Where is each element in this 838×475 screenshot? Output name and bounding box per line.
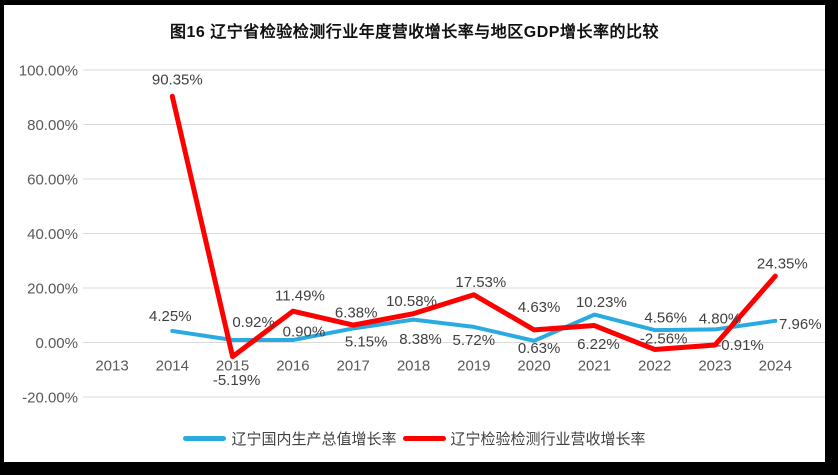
series-line-gdp xyxy=(170,312,778,343)
data-point-label: 5.72% xyxy=(453,332,496,349)
x-axis-category-label: 2024 xyxy=(759,357,792,374)
data-point-label: 24.35% xyxy=(757,255,808,272)
gdp-series-swatch-icon xyxy=(183,435,227,441)
x-axis-category-label: 2020 xyxy=(517,357,550,374)
revenue-series-swatch-icon xyxy=(402,435,446,441)
series-line-revenue xyxy=(169,93,778,360)
x-axis-category-label: 2018 xyxy=(397,357,430,374)
data-point-label: 4.63% xyxy=(518,299,561,316)
x-axis-category-label: 2013 xyxy=(95,357,128,374)
x-axis-category-label: 2023 xyxy=(698,357,731,374)
data-point-label: 6.22% xyxy=(577,336,620,353)
y-axis-tick-label: 60.00% xyxy=(27,171,78,188)
data-point-label: 17.53% xyxy=(455,274,506,291)
data-point-label: 7.96% xyxy=(779,316,822,333)
data-point-label: 11.49% xyxy=(275,287,325,304)
chart-legend: 辽宁国内生产总值增长率 辽宁检验检测行业营收增长率 xyxy=(4,428,825,449)
legend-label-gdp: 辽宁国内生产总值增长率 xyxy=(231,430,397,448)
y-axis-tick-label: 0.00% xyxy=(35,335,78,352)
x-axis-category-label: 2015 xyxy=(216,357,249,374)
data-point-label: -0.91% xyxy=(716,337,764,354)
data-point-label: 0.92% xyxy=(232,314,275,331)
x-axis-category-label: 2017 xyxy=(337,357,370,374)
y-axis-tick-label: 80.00% xyxy=(27,117,78,134)
data-point-label: 4.80% xyxy=(699,311,742,328)
line-chart: 100.00% 80.00% 60.00% 40.00% 20.00% 0.00% -20.… xyxy=(19,62,825,406)
data-point-label: 0.63% xyxy=(518,340,561,357)
x-axis-category-label: 2022 xyxy=(638,357,671,374)
y-axis-tick-label: 20.00% xyxy=(27,280,78,297)
y-axis-tick-label: 40.00% xyxy=(27,226,78,243)
data-point-label: 10.23% xyxy=(576,294,627,311)
legend-label-revenue: 辽宁检验检测行业营收增长率 xyxy=(450,430,646,448)
y-axis-tick-label: -20.00% xyxy=(22,389,78,406)
data-point-label: -2.56% xyxy=(640,331,688,348)
data-point-label: 4.56% xyxy=(644,309,687,326)
data-point-label: 8.38% xyxy=(399,331,442,348)
x-axis-category-label: 2019 xyxy=(457,357,490,374)
chart-title: 图16 辽宁省检验检测行业年度营收增长率与地区GDP增长率的比较 xyxy=(170,24,659,41)
data-point-label: 10.58% xyxy=(386,293,437,310)
data-point-label: 0.90% xyxy=(283,323,326,340)
chart-area: 图16 辽宁省检验检测行业年度营收增长率与地区GDP增长率的比较 100.00%… xyxy=(4,5,825,462)
y-axis-tick-label: 100.00% xyxy=(19,62,78,79)
data-point-label: 90.35% xyxy=(152,72,203,89)
data-point-label: 4.25% xyxy=(149,308,192,325)
x-axis-category-label: 2016 xyxy=(276,357,309,374)
x-axis-category-label: 2021 xyxy=(578,357,611,374)
x-axis-category-label: 2014 xyxy=(156,357,189,374)
legend-item-revenue: 辽宁检验检测行业营收增长率 xyxy=(402,428,646,449)
data-point-label: -5.19% xyxy=(213,372,261,389)
data-point-label: 6.38% xyxy=(335,304,378,321)
legend-item-gdp: 辽宁国内生产总值增长率 xyxy=(183,428,397,449)
data-point-label: 5.15% xyxy=(345,334,388,351)
